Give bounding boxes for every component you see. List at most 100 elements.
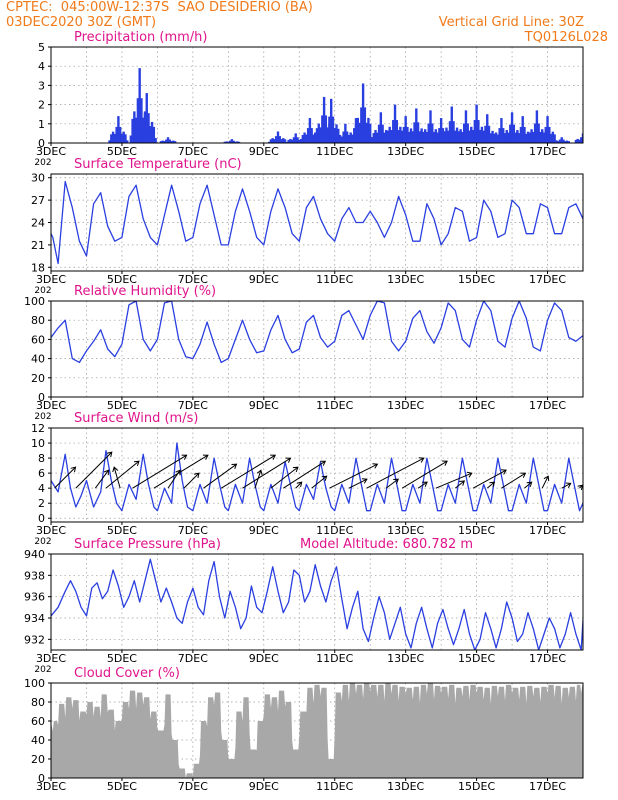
precip-bar <box>404 116 407 143</box>
precip-bar <box>347 134 351 143</box>
plot-frame <box>50 553 584 651</box>
x-year-label: 202 <box>34 286 51 296</box>
panel-title: Relative Humidity (%) <box>74 284 216 299</box>
precip-bar <box>328 116 331 143</box>
precip-bar <box>558 139 562 143</box>
y-tick-label: 40 <box>31 353 45 366</box>
x-tick-label: 5DEC <box>107 652 137 665</box>
wind-vector <box>167 469 181 489</box>
wind-arrowhead <box>292 466 299 473</box>
wind-arrowhead <box>361 478 368 484</box>
precip-bar <box>502 139 505 143</box>
precip-bar <box>296 137 299 143</box>
run-date: 03DEC2020 30Z (GMT) <box>6 15 157 30</box>
wind-arrowhead <box>459 480 466 486</box>
precip-bar <box>267 141 271 143</box>
panel-5: 932 934 936 938 940 3DEC 5DEC 7DEC 9DEC 11DEC 13DE… <box>24 537 584 675</box>
x-tick-label: 11DEC <box>316 524 353 537</box>
plot-frame <box>50 427 584 523</box>
precip-bar <box>370 139 374 143</box>
precip-bar <box>581 133 583 143</box>
panel-4: 0 2 4 6 8 10 12 3DEC 5DEC 7DEC 9DEC 11DEC 13DEC 15DEC… <box>31 411 584 547</box>
precip-bar <box>489 133 492 143</box>
precip-bar <box>381 124 384 143</box>
precip-bar <box>507 132 510 143</box>
precip-bar <box>360 107 363 143</box>
precip-bar <box>441 128 445 143</box>
x-tick-label: 13DEC <box>387 780 424 793</box>
wind-vector <box>183 472 200 489</box>
precip-bar <box>399 131 402 143</box>
x-tick-label: 17DEC <box>529 145 566 158</box>
precip-bar <box>434 132 438 143</box>
precip-bar <box>292 137 296 143</box>
wind-arrowhead <box>285 457 292 463</box>
x-tick-label: 13DEC <box>387 524 424 537</box>
x-tick-label: 7DEC <box>178 780 208 793</box>
wind-vector <box>486 481 495 489</box>
precip-bar <box>402 126 406 143</box>
precip-bar <box>555 140 558 143</box>
series-line <box>51 442 583 512</box>
x-year-label: 202 <box>34 665 51 675</box>
precip-bar <box>227 141 230 143</box>
y-tick-label: 80 <box>31 314 45 327</box>
precip-bar <box>111 131 115 143</box>
wind-vector <box>54 466 76 489</box>
precip-bar <box>322 128 326 143</box>
y-tick-label: 18 <box>31 261 45 274</box>
precip-bar <box>466 139 469 143</box>
panel-3: 0 20 40 60 80 100 3DEC 5DEC 7DEC 9DEC 11DEC 13DEC 15… <box>24 284 584 422</box>
precip-bar <box>420 139 423 143</box>
precip-bar <box>349 132 352 143</box>
precip-bar <box>459 129 462 143</box>
precip-bar <box>441 139 445 143</box>
x-tick-label: 11DEC <box>316 399 353 412</box>
precip-bar <box>306 128 310 143</box>
precip-bar <box>519 126 523 143</box>
precip-bar <box>521 116 524 143</box>
plot-frame <box>50 46 584 144</box>
x-tick-label: 15DEC <box>458 399 495 412</box>
wind-vector <box>472 469 507 489</box>
wind-vector <box>270 466 299 489</box>
precip-bar <box>464 110 468 143</box>
precip-bar <box>379 112 383 143</box>
precip-bar <box>345 131 349 143</box>
wind-vector <box>561 482 571 489</box>
precip-bar <box>461 131 464 143</box>
wind-arrowhead <box>202 454 209 460</box>
precip-bar <box>152 126 156 143</box>
precip-bar <box>321 138 324 143</box>
precip-bar <box>390 129 393 143</box>
wind-arrowhead <box>543 475 550 482</box>
precip-bar <box>337 136 340 143</box>
precip-bar <box>477 140 480 143</box>
panel-6: 0 20 40 60 80 100 3DEC 5DEC 7DEC 9DEC 11DEC 13DEC 15… <box>24 666 584 793</box>
precip-bar <box>312 134 315 143</box>
precip-bar <box>478 133 482 143</box>
precip-bar <box>147 113 150 143</box>
precip-bar <box>450 106 453 143</box>
precip-bar <box>228 140 232 143</box>
precip-bar <box>149 126 152 143</box>
wind-vector <box>203 463 237 489</box>
x-tick-label: 13DEC <box>387 652 424 665</box>
precip-bar <box>411 131 414 143</box>
x-tick-label: 17DEC <box>529 399 566 412</box>
precip-bar <box>234 141 237 143</box>
precip-bar <box>165 139 168 143</box>
precip-bar <box>134 117 138 143</box>
wind-vector <box>295 481 303 489</box>
precip-bar <box>317 123 320 143</box>
y-tick-label: 936 <box>24 591 45 604</box>
precip-bar <box>466 123 469 143</box>
precip-bar <box>136 138 140 143</box>
precip-bar <box>556 141 560 143</box>
wind-arrowhead <box>501 469 507 475</box>
y-tick-label: 2 <box>38 497 45 510</box>
precip-bar <box>340 136 344 143</box>
precip-bar <box>335 141 338 143</box>
precip-bar <box>361 83 365 143</box>
x-tick-label: 5DEC <box>107 273 137 286</box>
